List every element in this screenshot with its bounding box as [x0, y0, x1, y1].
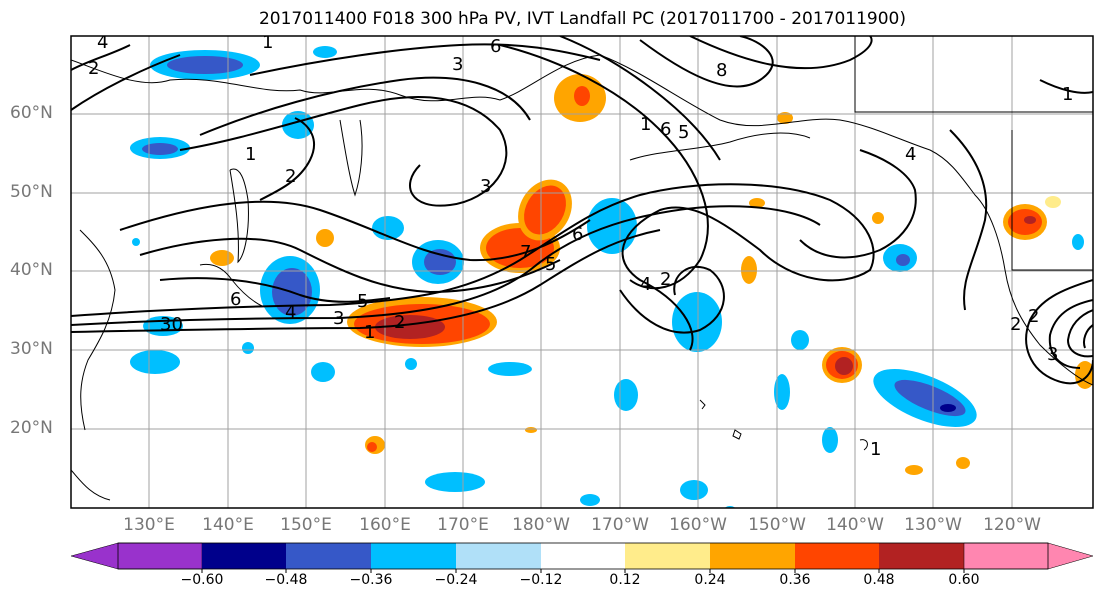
graticule: [71, 36, 1093, 508]
colorbar-segment-10: [963, 542, 1094, 570]
lon-label: 180°W: [512, 515, 570, 535]
contour-label: 5: [357, 291, 368, 312]
contour-label: 1: [640, 114, 651, 135]
lon-label: 130°W: [904, 515, 962, 535]
colorbar-tick-label: −0.60: [180, 572, 224, 588]
lat-label: 20°N: [10, 418, 53, 438]
lon-label: 170°W: [591, 515, 649, 535]
contour-label: 1: [870, 439, 881, 460]
colorbar-segment-3: [371, 543, 456, 569]
contour-label: 3: [480, 176, 491, 197]
colorbar-segment-5: [541, 543, 625, 569]
lat-label: 50°N: [10, 182, 53, 202]
colorbar-segment-2: [286, 543, 371, 569]
contour-label: 2: [660, 269, 671, 290]
colorbar-tick-label: −0.12: [519, 572, 563, 588]
contour-label: 6: [230, 289, 241, 310]
lon-label: 150°E: [280, 515, 332, 535]
contour-label: 6: [490, 36, 501, 57]
colorbar-segment-8: [795, 543, 879, 569]
colorbar-segment-1: [202, 543, 286, 569]
colorbar-segment-9: [879, 543, 964, 569]
colorbar-tick-label: −0.36: [349, 572, 393, 588]
colorbar-segment-0: [70, 542, 203, 570]
contour-lines: [71, 36, 1093, 385]
contour-label: 2: [1028, 306, 1039, 327]
contour-label: 4: [97, 32, 108, 53]
map-title: 2017011400 F018 300 hPa PV, IVT Landfall…: [258, 9, 906, 29]
colorbar-tick-label: 0.60: [948, 572, 980, 588]
lon-label: 170°E: [437, 515, 489, 535]
lon-label: 160°E: [359, 515, 411, 535]
lon-label: 140°W: [826, 515, 884, 535]
contour-label: 2: [1010, 314, 1021, 335]
contour-label: 1: [245, 144, 256, 165]
lon-label: 150°W: [748, 515, 806, 535]
lon-label: 130°E: [123, 515, 175, 535]
negative-anomaly-regions: [130, 46, 1084, 508]
coastlines: [71, 36, 1093, 501]
map-frame: [70, 35, 1094, 509]
colorbar-segment-7: [710, 543, 795, 569]
colorbar-tick-label: 0.48: [863, 572, 895, 588]
contour-label: 6: [660, 119, 671, 140]
colorbar-tick-label: 0.36: [779, 572, 811, 588]
contour-label: 2: [285, 166, 296, 187]
contour-label: 2: [394, 312, 405, 333]
lon-label: 140°E: [202, 515, 254, 535]
colorbar-segment-6: [625, 543, 710, 569]
contour-label: 1: [262, 32, 273, 53]
contour-label: 7: [520, 242, 531, 263]
lon-label: 120°W: [983, 515, 1041, 535]
contour-label: 3: [1047, 344, 1058, 365]
contour-label: 5: [678, 122, 689, 143]
colorbar-tick-label: −0.48: [264, 572, 308, 588]
contour-label: 5: [545, 254, 556, 275]
contour-label: 4: [285, 302, 296, 323]
colorbar-segment-4: [456, 543, 541, 569]
colorbar: [70, 542, 1094, 573]
contour-label-group: 4 2 1 6 3 8 1 6 5 1 2 3 7 5 6 4 2 6 5 4 …: [88, 32, 1073, 460]
contour-label: 3: [333, 308, 344, 329]
lat-label: 40°N: [10, 260, 53, 280]
contour-label: 8: [716, 60, 727, 81]
colorbar-tick-label: 0.24: [694, 572, 726, 588]
contour-label: 4: [640, 274, 651, 295]
lon-label: 160°W: [669, 515, 727, 535]
contour-label: 3: [452, 54, 463, 75]
contour-label: 1: [1062, 84, 1073, 105]
lat-label: 30°N: [10, 339, 53, 359]
contour-label: 4: [905, 144, 916, 165]
colorbar-tick-label: 0.12: [609, 572, 641, 588]
contour-label: 2: [88, 58, 99, 79]
colorbar-tick-label: −0.24: [434, 572, 478, 588]
contour-label: 1: [364, 322, 375, 343]
contour-label: 6: [572, 224, 583, 245]
lat-label: 60°N: [10, 103, 53, 123]
contour-label: 30: [160, 314, 183, 335]
